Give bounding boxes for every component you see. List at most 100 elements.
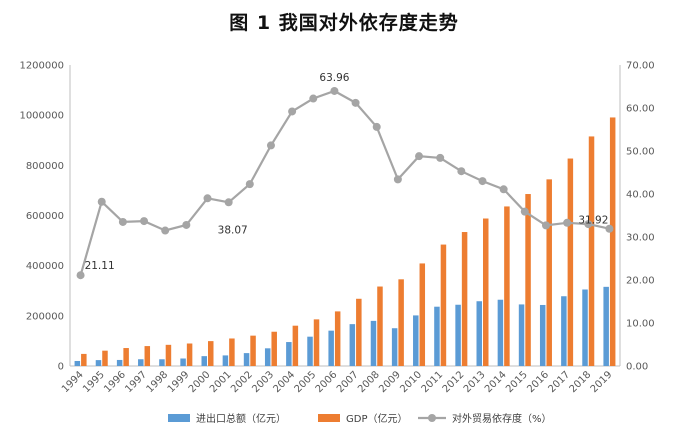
y-right-tick-label: 20.00	[626, 276, 655, 287]
ratio-point	[457, 167, 466, 176]
gdp-bar	[609, 117, 616, 366]
y-right-tick-label: 60.00	[626, 104, 655, 115]
gdp-bar	[313, 319, 320, 366]
trade-bar	[561, 296, 567, 366]
trade-bar	[138, 359, 144, 366]
gdp-bar	[567, 158, 574, 366]
ratio-point	[330, 86, 339, 95]
gdp-bar	[144, 346, 151, 366]
x-tick-label: 2006	[314, 369, 340, 395]
gdp-bar	[165, 344, 172, 366]
ratio-point	[541, 221, 550, 230]
x-tick-label: 2007	[335, 369, 361, 395]
legend-ratio-marker	[428, 414, 436, 422]
trade-bar	[349, 324, 356, 366]
x-tick-label: 2013	[462, 369, 488, 395]
trade-bar	[307, 336, 313, 366]
x-tick-label: 2000	[187, 369, 213, 395]
gdp-bar	[271, 331, 277, 366]
gdp-bar	[461, 232, 468, 366]
gdp-bar	[483, 218, 489, 366]
gdp-bar	[377, 286, 383, 366]
trade-bar	[159, 359, 165, 366]
trade-bar	[243, 353, 250, 366]
ratio-point	[478, 177, 487, 186]
x-tick-label: 2009	[377, 369, 403, 395]
ratio-point	[203, 194, 212, 203]
gdp-bar	[504, 206, 510, 366]
x-tick-label: 1996	[102, 369, 128, 395]
gdp-bar	[546, 179, 552, 366]
x-tick-label: 2004	[271, 369, 297, 395]
ratio-point	[563, 218, 572, 227]
ratio-data-label: 21.11	[85, 260, 115, 272]
ratio-point	[97, 197, 106, 206]
trade-bar	[518, 304, 525, 366]
x-tick-label: 2003	[250, 369, 276, 395]
x-tick-label: 1998	[145, 369, 171, 395]
ratio-point	[520, 207, 529, 216]
ratio-point	[288, 107, 297, 116]
ratio-point	[605, 224, 614, 233]
x-tick-label: 2014	[483, 369, 509, 395]
x-tick-label: 2018	[568, 369, 594, 395]
x-tick-label: 2010	[398, 369, 424, 395]
ratio-point	[76, 271, 85, 280]
ratio-point	[182, 220, 191, 229]
gdp-bar	[208, 341, 214, 366]
ratio-point	[584, 220, 593, 229]
x-tick-label: 1995	[81, 369, 107, 395]
gdp-bar	[250, 335, 256, 366]
trade-bar	[201, 356, 207, 366]
gdp-bar	[123, 348, 129, 366]
x-tick-label: 2002	[229, 369, 255, 395]
ratio-data-label: 38.07	[218, 224, 248, 236]
ratio-point	[393, 175, 402, 184]
gdp-bar	[334, 311, 341, 366]
y-left-tick-label: 400000	[26, 261, 64, 272]
trade-bar	[74, 360, 81, 366]
ratio-point	[245, 180, 254, 189]
trade-bar	[180, 358, 186, 366]
gdp-bar	[398, 279, 404, 366]
gdp-bar	[440, 244, 447, 366]
y-right-tick-label: 0.00	[626, 362, 648, 373]
gdp-bar	[81, 353, 87, 366]
y-left-tick-label: 0	[58, 362, 64, 373]
ratio-point	[309, 94, 318, 103]
chart-title: 图 1 我国对外依存度走势	[229, 12, 459, 34]
x-tick-label: 2012	[441, 369, 467, 395]
ratio-point	[118, 217, 127, 226]
ratio-data-label: 31.92	[578, 215, 608, 227]
ratio-data-label: 63.96	[319, 72, 349, 84]
ratio-point	[499, 185, 508, 194]
legend-trade-label: 进出口总额（亿元）	[196, 412, 286, 425]
trade-bar	[95, 360, 102, 366]
legend-ratio-label: 对外贸易依存度（%）	[452, 412, 552, 425]
y-left-tick-label: 800000	[26, 161, 64, 172]
x-tick-label: 2005	[293, 369, 319, 395]
legend-gdp-swatch	[318, 414, 340, 422]
x-tick-label: 2019	[589, 369, 615, 395]
gdp-bar	[356, 298, 362, 366]
x-tick-label: 2015	[504, 369, 530, 395]
gdp-bar	[229, 338, 235, 366]
legend-gdp-label: GDP（亿元）	[346, 412, 407, 425]
trade-bar	[413, 315, 419, 366]
y-right-tick-label: 30.00	[626, 233, 655, 244]
trade-bar	[370, 320, 377, 366]
gdp-bar	[419, 263, 426, 366]
y-right-tick-label: 70.00	[626, 61, 655, 72]
gdp-bar	[102, 350, 108, 366]
x-tick-label: 2008	[356, 369, 382, 395]
ratio-point	[351, 98, 360, 107]
y-left-tick-label: 1200000	[19, 61, 64, 72]
x-tick-label: 2017	[546, 369, 572, 395]
ratio-point	[224, 198, 233, 207]
trade-bar	[455, 304, 461, 366]
gdp-bar	[292, 325, 299, 366]
x-tick-label: 1999	[166, 369, 192, 395]
ratio-point	[415, 152, 424, 161]
trade-bar	[497, 299, 504, 366]
